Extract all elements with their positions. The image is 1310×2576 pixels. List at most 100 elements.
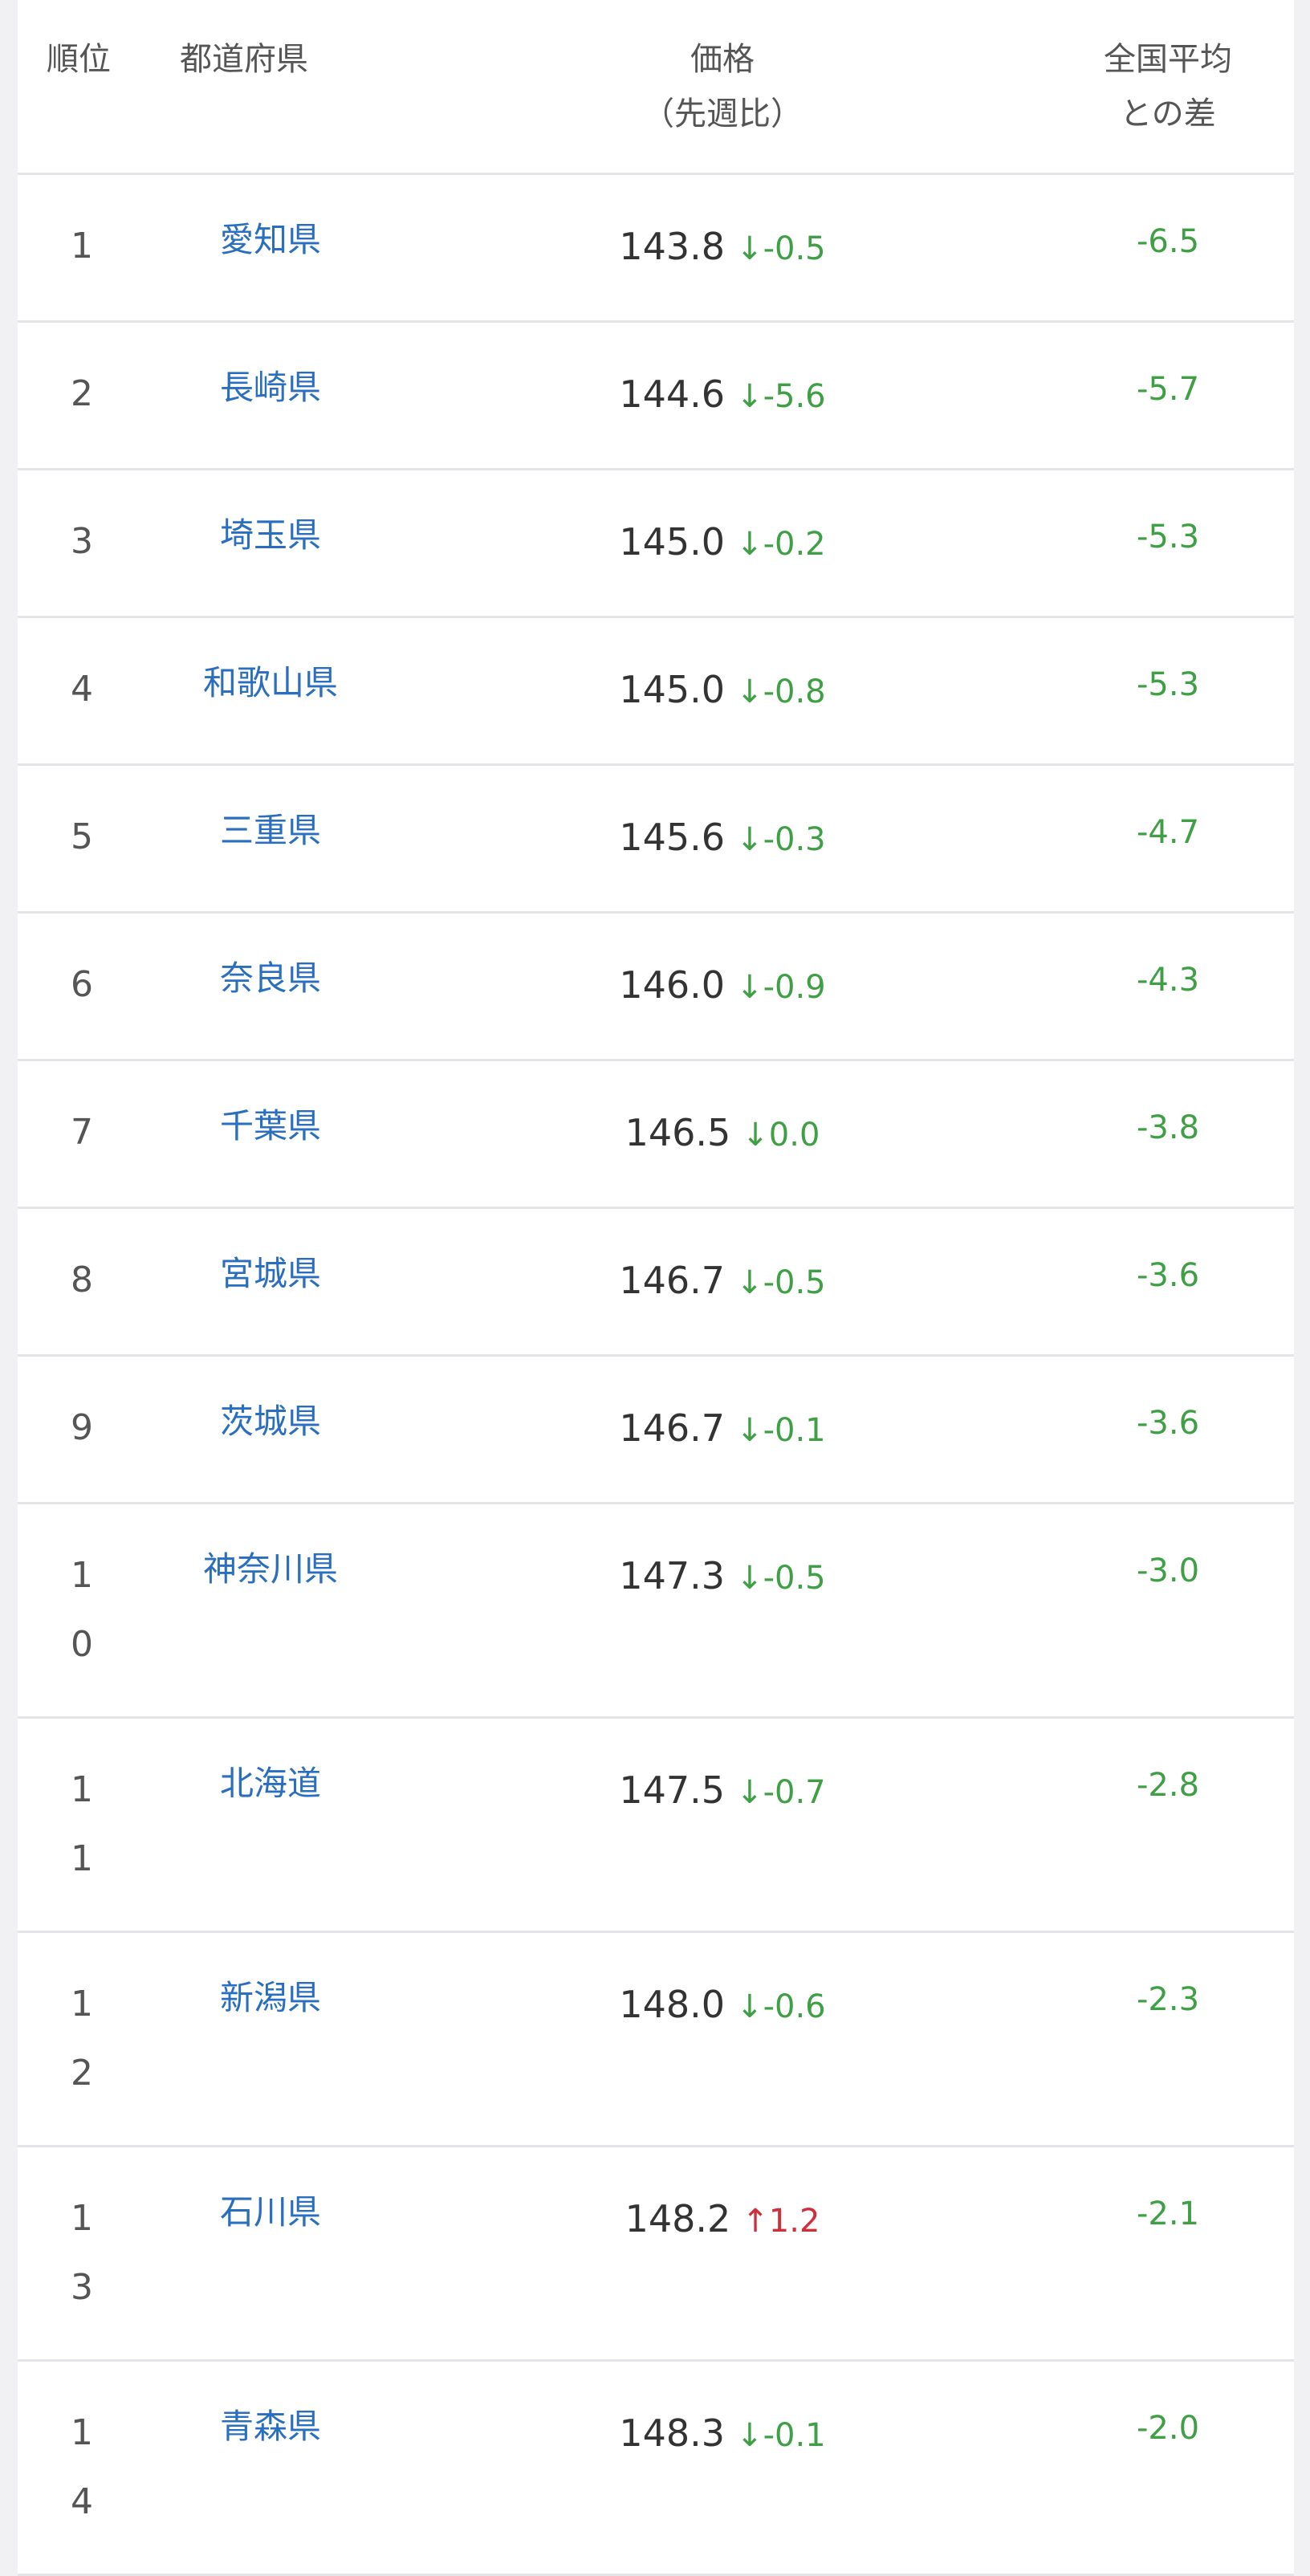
change-value: -0.1 <box>763 1412 826 1449</box>
price-cell: 148.2 ↑1.2 <box>379 2184 1066 2322</box>
arrow-down-icon: ↓ <box>736 230 763 267</box>
table-row: 6 奈良県 146.0 ↓-0.9 -4.3 <box>18 914 1294 1061</box>
rank-value: 4 <box>71 669 93 710</box>
price-cell: 148.3 ↓-0.1 <box>379 2399 1066 2537</box>
rank-cell: 1 <box>18 212 162 283</box>
national-average-diff: -3.6 <box>1136 1405 1200 1442</box>
header-diff-label: 全国平均 <box>1104 41 1232 78</box>
weekly-change: ↓-0.7 <box>736 1774 826 1811</box>
national-average-diff: -4.7 <box>1136 814 1200 851</box>
table-row: 11 北海道 147.5 ↓-0.7 -2.8 <box>18 1719 1294 1933</box>
rank-cell: 5 <box>18 803 162 874</box>
national-average-diff: -3.0 <box>1136 1553 1200 1589</box>
prefecture-link[interactable]: 宮城県 <box>219 1254 321 1293</box>
change-value: -0.5 <box>763 230 826 267</box>
rank-value: 8 <box>71 1260 93 1300</box>
prefecture-link[interactable]: 新潟県 <box>219 1978 321 2017</box>
arrow-down-icon: ↓ <box>736 526 763 563</box>
prefecture-link[interactable]: 長崎県 <box>219 368 321 407</box>
price-cell: 148.0 ↓-0.6 <box>379 1970 1066 2108</box>
rank-cell: 4 <box>18 655 162 726</box>
arrow-down-icon: ↓ <box>736 969 763 1006</box>
arrow-down-icon: ↓ <box>736 821 763 858</box>
change-value: 1.2 <box>768 2203 820 2240</box>
prefecture-link[interactable]: 千葉県 <box>219 1106 321 1146</box>
table-row: 4 和歌山県 145.0 ↓-0.8 -5.3 <box>18 618 1294 766</box>
rank-value: 3 <box>71 521 93 562</box>
price-value: 147.5 <box>619 1768 726 1812</box>
national-average-diff: -4.3 <box>1136 962 1200 999</box>
prefecture-link[interactable]: 愛知県 <box>219 220 321 259</box>
price-value: 147.3 <box>619 1554 726 1597</box>
price-cell: 147.3 ↓-0.5 <box>379 1541 1066 1679</box>
change-value: -0.5 <box>763 1560 826 1597</box>
weekly-change: ↓-5.6 <box>736 378 826 415</box>
header-prefecture: 都道府県 <box>180 41 308 78</box>
prefecture-link[interactable]: 神奈川県 <box>202 1549 338 1589</box>
change-value: 0.0 <box>768 1117 820 1154</box>
weekly-change: ↓-0.8 <box>736 674 826 710</box>
header-price-label: 価格 <box>690 41 755 78</box>
rank-value: 11 <box>71 1769 93 1879</box>
rank-value: 5 <box>71 816 93 857</box>
price-value: 143.8 <box>619 225 726 268</box>
prefecture-link[interactable]: 埼玉県 <box>219 515 321 555</box>
weekly-change: ↓-0.3 <box>736 821 826 858</box>
prefecture-link[interactable]: 北海道 <box>219 1764 321 1803</box>
weekly-change: ↓-0.1 <box>736 1412 826 1449</box>
table-row: 7 千葉県 146.5 ↓0.0 -3.8 <box>18 1061 1294 1209</box>
arrow-down-icon: ↓ <box>736 1412 763 1449</box>
prefecture-link[interactable]: 茨城県 <box>219 1402 321 1441</box>
rank-cell: 12 <box>18 1970 162 2108</box>
national-average-diff: -2.0 <box>1136 2410 1200 2447</box>
rank-cell: 13 <box>18 2184 162 2322</box>
prefecture-link[interactable]: 青森県 <box>219 2407 321 2446</box>
table-row: 12 新潟県 148.0 ↓-0.6 -2.3 <box>18 1933 1294 2147</box>
header-diff: 全国平均 との差 <box>1066 0 1294 173</box>
price-cell: 143.8 ↓-0.5 <box>379 212 1066 283</box>
rank-value: 6 <box>71 964 93 1005</box>
weekly-change: ↑1.2 <box>742 2203 820 2240</box>
price-cell: 147.5 ↓-0.7 <box>379 1756 1066 1894</box>
national-average-diff: -2.1 <box>1136 2196 1200 2232</box>
price-cell: 146.0 ↓-0.9 <box>379 950 1066 1022</box>
rank-cell: 6 <box>18 950 162 1022</box>
weekly-change: ↓-0.5 <box>736 230 826 267</box>
national-average-diff: -2.3 <box>1136 1981 1200 2018</box>
national-average-diff: -3.6 <box>1136 1257 1200 1294</box>
price-value: 148.3 <box>619 2411 726 2455</box>
rank-value: 12 <box>71 1984 93 2094</box>
prefecture-link[interactable]: 三重県 <box>219 811 321 850</box>
price-ranking-table: 順位 都道府県 価格 （先週比） 全国平均 との差 1 愛知県 143.8 ↓-0.5… <box>18 0 1294 2576</box>
national-average-diff: -5.7 <box>1136 371 1200 408</box>
rank-value: 1 <box>71 226 93 267</box>
rank-cell: 11 <box>18 1756 162 1894</box>
price-value: 148.0 <box>619 1983 726 2026</box>
rank-value: 7 <box>71 1112 93 1153</box>
prefecture-link[interactable]: 石川県 <box>219 2192 321 2232</box>
weekly-change: ↓-0.9 <box>736 969 826 1006</box>
national-average-diff: -5.3 <box>1136 519 1200 555</box>
arrow-down-icon: ↓ <box>736 1774 763 1811</box>
arrow-down-icon: ↓ <box>736 674 763 710</box>
header-price-sublabel: （先週比） <box>642 96 803 132</box>
prefecture-link[interactable]: 奈良県 <box>219 958 321 998</box>
weekly-change: ↓-0.5 <box>736 1264 826 1301</box>
table-header: 順位 都道府県 価格 （先週比） 全国平均 との差 <box>18 0 1294 175</box>
price-value: 146.5 <box>624 1111 731 1154</box>
rank-value: 9 <box>71 1407 93 1448</box>
rank-cell: 10 <box>18 1541 162 1679</box>
weekly-change: ↓-0.5 <box>736 1560 826 1597</box>
national-average-diff: -2.8 <box>1136 1767 1200 1804</box>
arrow-up-icon: ↑ <box>742 2203 769 2240</box>
change-value: -0.7 <box>763 1774 826 1811</box>
prefecture-link[interactable]: 和歌山県 <box>202 663 338 702</box>
change-value: -0.8 <box>763 674 826 710</box>
header-rank: 順位 <box>47 41 111 78</box>
price-value: 146.7 <box>619 1406 726 1450</box>
table-row: 14 青森県 148.3 ↓-0.1 -2.0 <box>18 2362 1294 2576</box>
change-value: -0.1 <box>763 2417 826 2454</box>
price-cell: 146.7 ↓-0.5 <box>379 1246 1066 1317</box>
price-value: 146.7 <box>619 1259 726 1302</box>
price-cell: 146.5 ↓0.0 <box>379 1098 1066 1170</box>
